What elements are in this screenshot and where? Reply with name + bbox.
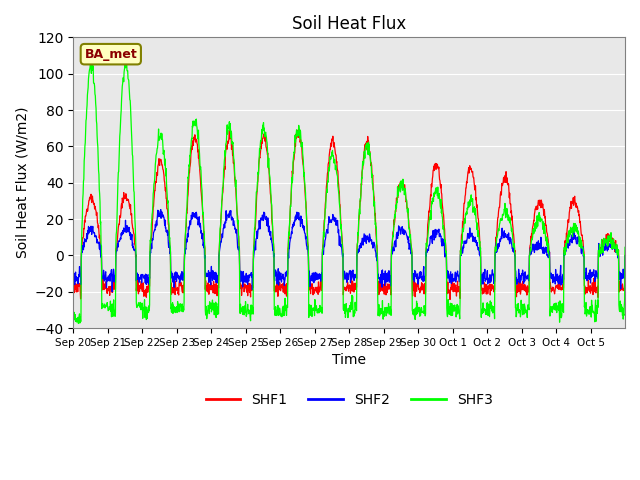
- Line: SHF3: SHF3: [74, 60, 625, 324]
- SHF1: [480, 290, 488, 296]
- X-axis label: Time: Time: [332, 353, 366, 367]
- Legend: SHF1, SHF2, SHF3: SHF1, SHF2, SHF3: [200, 387, 498, 412]
- Y-axis label: Soil Heat Flux (W/m2): Soil Heat Flux (W/m2): [15, 107, 29, 258]
- SHF1: [225, 127, 233, 133]
- SHF2: [70, 274, 77, 280]
- SHF2: [614, 253, 622, 259]
- SHF2: [325, 214, 333, 219]
- SHF3: [70, 315, 77, 321]
- SHF3: [621, 244, 629, 250]
- SHF3: [325, 165, 333, 170]
- SHF2: [335, 242, 343, 248]
- SHF2: [156, 211, 164, 216]
- SHF1: [324, 160, 332, 166]
- SHF3: [561, 245, 568, 251]
- Line: SHF1: SHF1: [74, 130, 625, 300]
- Line: SHF2: SHF2: [74, 210, 625, 292]
- SHF1: [335, 187, 343, 193]
- SHF3: [480, 307, 488, 313]
- SHF1: [70, 279, 77, 285]
- SHF2: [561, 251, 568, 256]
- SHF3: [335, 200, 343, 205]
- SHF2: [108, 289, 116, 295]
- SHF2: [621, 253, 629, 259]
- SHF2: [157, 207, 164, 213]
- SHF1: [561, 243, 568, 249]
- SHF3: [75, 321, 83, 326]
- Title: Soil Heat Flux: Soil Heat Flux: [292, 15, 406, 33]
- SHF3: [157, 133, 164, 139]
- SHF3: [123, 57, 131, 62]
- SHF2: [480, 276, 488, 281]
- Text: BA_met: BA_met: [84, 48, 137, 60]
- SHF1: [156, 163, 163, 168]
- SHF1: [621, 252, 629, 258]
- SHF1: [446, 297, 454, 302]
- SHF3: [614, 253, 622, 259]
- SHF1: [614, 247, 622, 253]
